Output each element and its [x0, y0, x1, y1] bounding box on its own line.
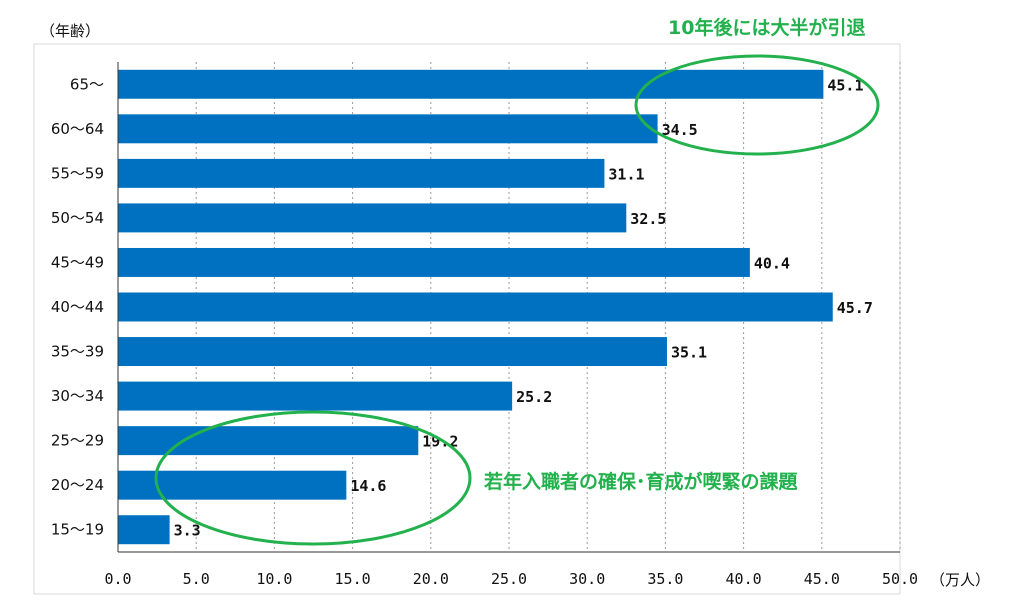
bar	[118, 470, 347, 500]
plot-frame	[33, 43, 901, 595]
bar	[118, 69, 824, 99]
bar-value-label: 45.7	[837, 299, 873, 317]
y-category-label: 20～24	[51, 476, 104, 494]
y-axis-label: （年齢）	[40, 22, 100, 40]
y-category-label: 30～34	[51, 387, 104, 405]
bar	[118, 114, 658, 144]
bar-value-label: 40.4	[754, 254, 790, 272]
bar-value-label: 35.1	[671, 344, 707, 362]
bar	[118, 292, 833, 322]
x-tick-label: 20.0	[413, 570, 449, 588]
y-category-label: 15～19	[51, 521, 104, 539]
bar-value-label: 31.1	[608, 165, 644, 183]
annotation-young-workers: 若年入職者の確保･育成が喫緊の課題	[484, 470, 799, 493]
bar	[118, 203, 627, 233]
x-tick-label: 0.0	[104, 570, 131, 588]
x-tick-label: 45.0	[804, 570, 840, 588]
x-tick-label: 50.0	[882, 570, 918, 588]
highlight-ellipse-senior	[634, 54, 880, 156]
bar-value-label: 45.1	[827, 76, 863, 94]
x-tick-label: 30.0	[569, 570, 605, 588]
y-category-label: 65～	[70, 75, 104, 93]
x-tick-label: 15.0	[335, 570, 371, 588]
y-category-label: 40～44	[51, 298, 104, 316]
bar-value-label: 32.5	[630, 210, 666, 228]
y-category-label: 55～59	[51, 164, 104, 182]
x-tick-label: 25.0	[491, 570, 527, 588]
x-tick-label: 10.0	[256, 570, 292, 588]
y-axis-categories: 65～ 60～64 55～59 50～54 45～49 40～44 35～39 30～34 25…	[51, 75, 104, 538]
bar	[118, 337, 667, 367]
x-tick-label: 35.0	[647, 570, 683, 588]
y-category-label: 45～49	[51, 253, 104, 271]
annotation-retirement: 10年後には大半が引退	[668, 16, 865, 39]
bar	[118, 515, 170, 545]
x-axis-unit-label: （万人）	[930, 571, 990, 589]
bar-value-label: 14.6	[350, 477, 386, 495]
y-category-label: 35～39	[51, 343, 104, 361]
x-axis-ticks: 0.0 5.0 10.0 15.0 20.0 25.0 30.0 35.0 40.0 45.0 50…	[104, 570, 918, 588]
highlight-ellipse-young	[154, 410, 472, 546]
y-category-label: 50～54	[51, 209, 104, 227]
value-labels: 45.134.531.132.540.445.735.125.219.214.6…	[174, 76, 873, 539]
x-tick-label: 40.0	[726, 570, 762, 588]
bar-value-label: 25.2	[516, 388, 552, 406]
bar-value-label: 3.3	[174, 522, 201, 540]
bar-value-label: 34.5	[662, 121, 698, 139]
bar	[118, 381, 513, 411]
y-category-label: 60～64	[51, 120, 104, 138]
bars	[118, 69, 833, 545]
bar	[118, 426, 419, 456]
x-tick-label: 5.0	[183, 570, 210, 588]
bar	[118, 247, 750, 277]
y-category-label: 25～29	[51, 432, 104, 450]
bar	[118, 158, 605, 188]
